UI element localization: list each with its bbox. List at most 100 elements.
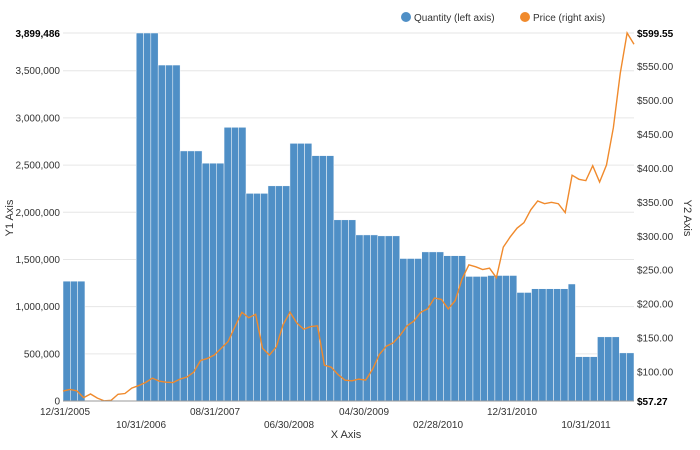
quantity-bar[interactable]: [304, 143, 313, 402]
quantity-bar[interactable]: [553, 288, 562, 402]
quantity-bar[interactable]: [165, 64, 174, 402]
legend-item-quantity[interactable]: Quantity (left axis): [414, 13, 495, 24]
y1-axis-title: Y1 Axis: [4, 199, 16, 236]
quantity-bar[interactable]: [223, 127, 232, 402]
quantity-bar[interactable]: [62, 280, 71, 402]
quantity-bar[interactable]: [318, 155, 327, 402]
y1-tick-label: 2,000,000: [16, 208, 61, 219]
price-line[interactable]: [62, 31, 635, 402]
quantity-bar[interactable]: [179, 150, 188, 402]
quantity-bar[interactable]: [480, 276, 488, 402]
y2-tick-label: $450.00: [637, 130, 674, 141]
quantity-bar[interactable]: [458, 255, 466, 402]
quantity-bar[interactable]: [282, 185, 291, 402]
y2-tick-label: $350.00: [637, 198, 674, 209]
quantity-bar[interactable]: [260, 193, 269, 402]
quantity-bar[interactable]: [589, 356, 598, 402]
quantity-bar[interactable]: [494, 275, 503, 402]
quantity-bar[interactable]: [267, 185, 276, 402]
quantity-bar[interactable]: [238, 127, 247, 402]
quantity-bar[interactable]: [428, 251, 437, 402]
quantity-bar[interactable]: [567, 283, 576, 402]
quantity-bar[interactable]: [70, 280, 78, 402]
y1-max-label: 3,899,486: [16, 29, 61, 40]
quantity-bar[interactable]: [187, 150, 196, 402]
quantity-bar[interactable]: [582, 356, 591, 402]
quantity-bar[interactable]: [275, 185, 283, 402]
quantity-bar[interactable]: [472, 276, 481, 402]
quantity-bar[interactable]: [575, 356, 584, 402]
quantity-bar[interactable]: [406, 258, 415, 402]
quantity-bar[interactable]: [253, 193, 261, 402]
legend-swatch-price: [520, 12, 530, 22]
price-line-layer: [62, 31, 635, 402]
y1-tick-label: 500,000: [24, 349, 61, 360]
quantity-bar[interactable]: [150, 32, 159, 402]
quantity-bar[interactable]: [362, 234, 371, 402]
quantity-bar[interactable]: [626, 352, 635, 402]
quantity-bar[interactable]: [289, 143, 298, 402]
legend-swatch-quantity: [401, 12, 411, 22]
quantity-bar[interactable]: [297, 143, 305, 402]
y1-tick-label: 3,500,000: [16, 66, 61, 77]
quantity-bar[interactable]: [611, 336, 620, 402]
quantity-bar[interactable]: [340, 219, 349, 402]
quantity-bar[interactable]: [172, 64, 181, 402]
y2-min-label: $57.27: [637, 397, 668, 408]
quantity-bar[interactable]: [450, 255, 459, 402]
quantity-bar[interactable]: [392, 235, 400, 402]
y1-tick-label: 3,000,000: [16, 113, 61, 124]
quantity-bar[interactable]: [311, 155, 320, 402]
quantity-bar[interactable]: [531, 288, 540, 402]
quantity-bar[interactable]: [245, 193, 254, 402]
quantity-bar[interactable]: [355, 234, 364, 402]
quantity-bar[interactable]: [604, 336, 613, 402]
quantity-bar[interactable]: [414, 258, 422, 402]
quantity-bar[interactable]: [516, 292, 525, 402]
quantity-bar[interactable]: [538, 288, 547, 402]
quantity-bar[interactable]: [135, 32, 144, 402]
y2-tick-label: $500.00: [637, 96, 674, 107]
x-axis-title: X Axis: [331, 429, 362, 441]
quantity-bar[interactable]: [377, 235, 386, 402]
y2-tick-label: $200.00: [637, 300, 674, 311]
quantity-bar[interactable]: [348, 219, 357, 402]
y2-tick-label: $150.00: [637, 334, 674, 345]
y2-tick-label: $300.00: [637, 232, 674, 243]
quantity-bar[interactable]: [487, 275, 496, 402]
y2-max-label: $599.55: [637, 29, 674, 40]
quantity-bar[interactable]: [597, 336, 605, 402]
quantity-bar[interactable]: [231, 127, 239, 402]
quantity-bar[interactable]: [501, 275, 510, 402]
quantity-bar[interactable]: [326, 155, 335, 402]
quantity-bar[interactable]: [443, 255, 452, 402]
legend-item-price[interactable]: Price (right axis): [533, 13, 605, 24]
quantity-bar[interactable]: [143, 32, 152, 402]
x-tick-label: 06/30/2008: [264, 420, 314, 431]
quantity-bar[interactable]: [201, 162, 210, 402]
quantity-bar[interactable]: [560, 288, 569, 402]
quantity-bar[interactable]: [509, 275, 518, 402]
y1-tick-label: 0: [54, 397, 60, 408]
quantity-bar[interactable]: [216, 162, 225, 402]
quantity-bars: [62, 32, 635, 402]
quantity-bar[interactable]: [370, 234, 379, 402]
quantity-bar[interactable]: [421, 251, 430, 402]
x-tick-label: 02/28/2010: [413, 420, 463, 431]
quantity-bar[interactable]: [619, 352, 627, 402]
quantity-bar[interactable]: [209, 162, 217, 402]
quantity-bar[interactable]: [157, 64, 166, 402]
quantity-bar[interactable]: [465, 276, 474, 402]
y1-tick-label: 2,500,000: [16, 161, 61, 172]
y1-tick-label: 1,000,000: [16, 302, 61, 313]
legend[interactable]: Quantity (left axis) Price (right axis): [401, 12, 605, 24]
quantity-bar[interactable]: [545, 288, 554, 402]
quantity-bar[interactable]: [77, 280, 86, 402]
y2-tick-label: $250.00: [637, 266, 674, 277]
quantity-bar[interactable]: [436, 251, 444, 402]
x-tick-label: 10/31/2006: [116, 420, 166, 431]
quantity-bar[interactable]: [523, 292, 532, 402]
quantity-bar[interactable]: [384, 235, 393, 402]
